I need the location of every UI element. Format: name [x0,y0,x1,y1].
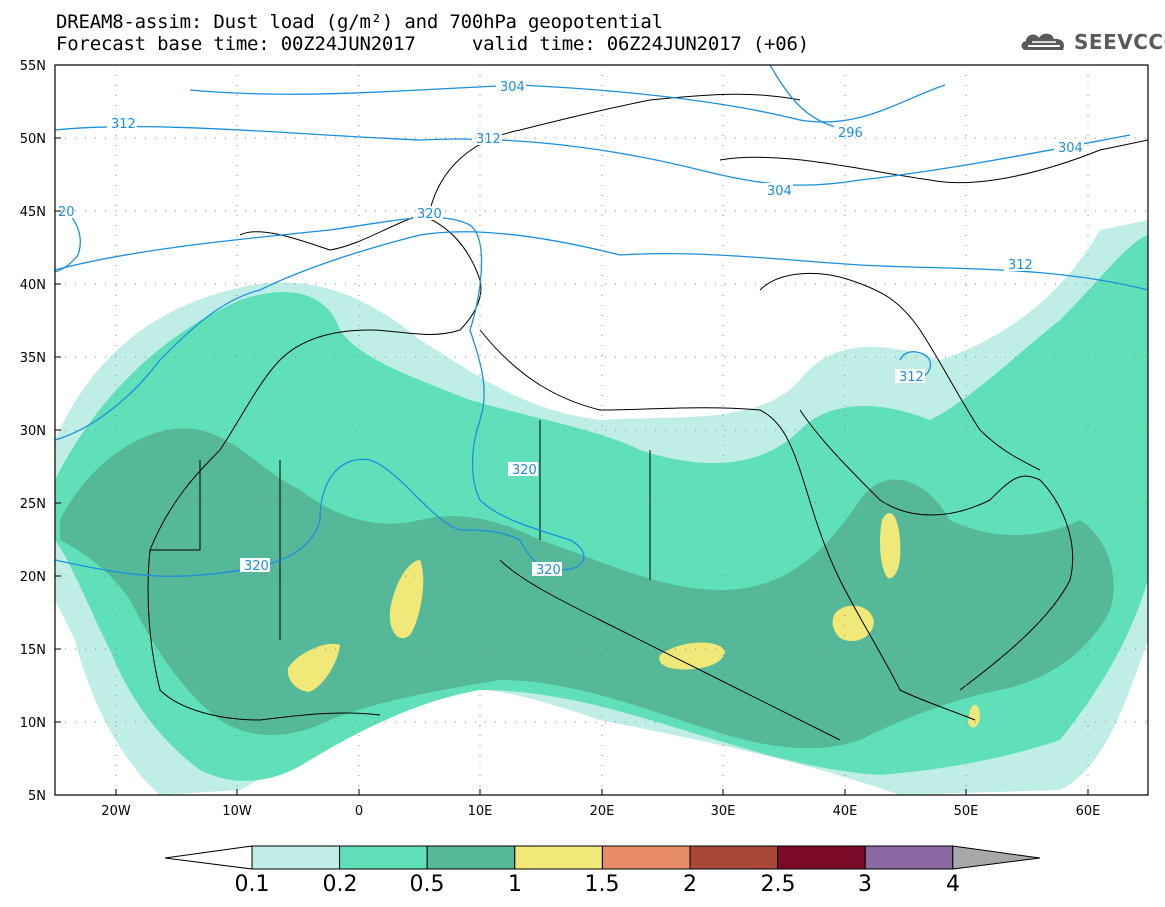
colorbar-swatch [777,845,866,870]
contour-label: 320 [244,559,269,574]
lat-label: 10N [20,716,46,731]
colorbar-swatch [339,845,428,870]
colorbar-swatch [864,845,954,870]
forecast-time-info: Forecast base time: 00Z24JUN2017 valid t… [56,33,810,55]
contour-label: 304 [767,184,792,199]
dust-patch-very-high [968,704,980,728]
colorbar-label: 1 [508,872,522,897]
lon-label: 20E [590,804,615,819]
longitude-labels: 20W 10W 0 10E 20E 30E 40E 50E 60E [101,804,1100,819]
latitude-labels: 55N 50N 45N 40N 35N 30N 25N 20N 15N 10N … [20,59,46,804]
dust-patch-very-high [287,643,340,692]
lon-label: 60E [1076,804,1101,819]
dust-patch-very-high [880,512,901,579]
contour-label: 320 [512,463,537,478]
axis-ticks [55,64,1089,796]
lon-label: 50E [954,804,979,819]
contour-label: 296 [838,126,863,141]
dust-patch-very-high [832,605,874,642]
contour-label: 312 [1008,258,1033,273]
contour-label: 304 [1058,141,1083,156]
colorbar-label: 2 [683,872,697,897]
contour-label: 312 [111,117,136,132]
colorbar-label: 0.5 [409,872,445,897]
lon-label: 30E [711,804,736,819]
dust-patch-very-high [389,560,424,639]
contour-label: 312 [476,132,501,147]
map-title: DREAM8-assim: Dust load (g/m²) and 700hP… [56,11,663,33]
lat-label: 25N [20,497,46,512]
lon-label: 40E [833,804,858,819]
lat-label: 20N [20,570,46,585]
seevccc-logo: SEEVCCC [1018,28,1165,56]
colorbar-label: 1.5 [584,872,620,897]
contour-label: 320 [536,563,561,578]
dust-load-field [55,65,1148,795]
lon-label: 0 [355,804,363,819]
colorbar-label: 0.2 [322,872,358,897]
lon-label: 10W [222,804,252,819]
colorbar-under-arrow [164,845,253,870]
lat-label: 55N [20,59,46,74]
lat-label: 5N [28,789,46,804]
contour-label: 320 [417,207,442,222]
colorbar-swatch [601,845,691,870]
colorbar-label: 2.5 [760,872,796,897]
logo-text: SEEVCCC [1074,30,1165,54]
lat-label: 50N [20,132,46,147]
colorbar-label: 4 [946,872,960,897]
lon-label: 10E [468,804,493,819]
colorbar-label: 0.1 [234,872,270,897]
cloud-icon [1021,33,1064,50]
colorbar-swatch [251,845,341,870]
colorbar-swatch [426,845,516,870]
contour-label: 312 [899,370,924,385]
coastlines [147,93,1148,741]
colorbar-label: 3 [858,872,872,897]
contour-label: 20 [58,205,75,220]
lat-label: 40N [20,278,46,293]
colorbar-swatch [514,845,603,870]
colorbar-over-arrow [952,845,1041,870]
lon-label: 20W [101,804,131,819]
grid-lines [55,65,1148,795]
contour-labels: 304 296 312 312 304 304 320 20 312 312 3… [56,79,1084,578]
contour-label: 304 [500,80,525,95]
colorbar-swatch [689,845,779,870]
lat-label: 15N [20,643,46,658]
lat-label: 30N [20,424,46,439]
colorbar [164,845,1041,870]
lat-label: 45N [20,205,46,220]
lat-label: 35N [20,351,46,366]
